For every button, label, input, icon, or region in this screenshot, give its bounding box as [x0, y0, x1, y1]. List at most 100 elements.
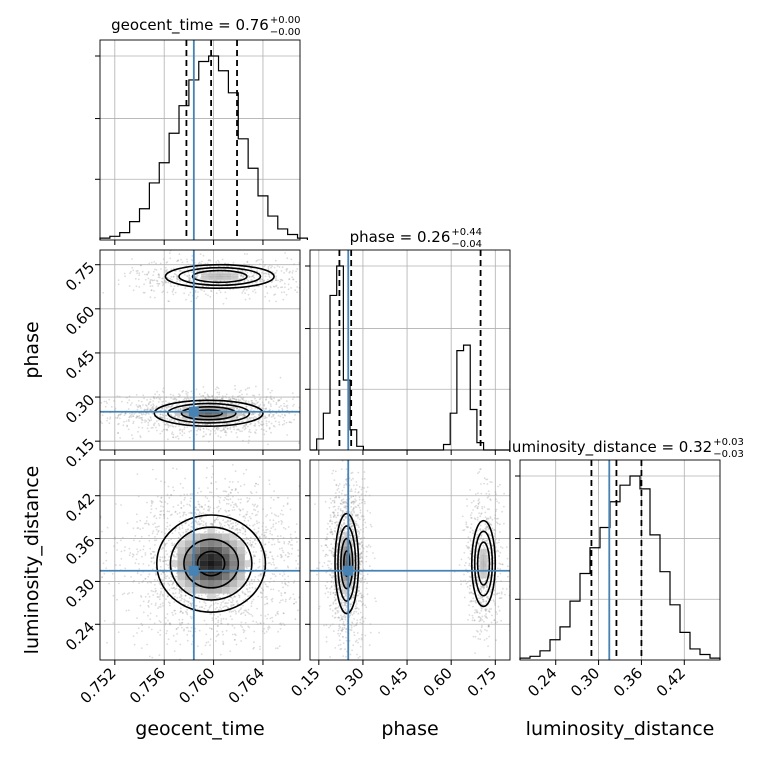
sample-point [181, 261, 184, 264]
sample-point [175, 408, 178, 411]
sample-point [226, 519, 229, 522]
sample-point [144, 522, 146, 525]
sample-point [183, 598, 186, 601]
sample-point [195, 508, 198, 511]
sample-point [173, 543, 176, 545]
sample-point [261, 424, 263, 426]
sample-point [284, 554, 287, 557]
sample-point [345, 493, 348, 496]
sample-point [223, 427, 225, 429]
sample-point [334, 527, 337, 530]
sample-point [340, 603, 343, 606]
sample-point [166, 428, 169, 431]
sample-point [199, 428, 202, 431]
sample-point [232, 495, 234, 498]
sample-point [334, 599, 337, 601]
sample-point [188, 276, 191, 279]
sample-point [219, 606, 221, 609]
sample-point [113, 537, 116, 540]
sample-point [119, 413, 122, 416]
sample-point [161, 408, 164, 410]
sample-point [270, 527, 273, 529]
sample-point [177, 396, 180, 398]
sample-point [283, 291, 286, 293]
y-tick-label: 0.45 [62, 347, 98, 383]
sample-point [155, 478, 158, 480]
sample-point [265, 550, 267, 553]
sample-point [274, 575, 277, 577]
density-cell [214, 546, 223, 554]
sample-point [248, 587, 251, 589]
sample-point [137, 550, 140, 553]
sample-point [251, 399, 253, 402]
sample-point [249, 544, 252, 547]
sample-point [165, 396, 168, 399]
sample-point [129, 272, 131, 275]
sample-point [296, 286, 299, 288]
sample-point [174, 592, 177, 594]
sample-point [171, 583, 174, 586]
sample-point [164, 481, 166, 484]
sample-point [259, 397, 262, 400]
sample-point [147, 424, 150, 426]
sample-point [250, 422, 252, 425]
sample-point [189, 277, 192, 280]
sample-point [256, 273, 258, 276]
sample-point [223, 429, 226, 431]
sample-point [160, 587, 162, 590]
sample-point [197, 262, 200, 265]
sample-point [216, 428, 219, 431]
sample-point [279, 623, 281, 625]
sample-point [165, 406, 168, 408]
sample-point [305, 582, 307, 584]
sample-point [265, 595, 268, 598]
sample-point [90, 293, 92, 295]
sample-point [243, 483, 246, 486]
sample-point [200, 435, 202, 437]
sample-point [111, 573, 114, 575]
sample-point [175, 398, 178, 401]
sample-point [277, 286, 279, 289]
sample-point [190, 626, 193, 629]
sample-point [114, 409, 116, 412]
sample-point [222, 302, 225, 305]
sample-point [261, 549, 263, 551]
sample-point [137, 627, 140, 630]
sample-point [269, 408, 271, 411]
density-cell [199, 560, 208, 567]
sample-point [232, 599, 234, 602]
sample-point [217, 265, 220, 267]
sample-point [161, 580, 163, 582]
sample-point [211, 395, 214, 397]
sample-point [202, 431, 205, 433]
sample-point [283, 414, 286, 416]
sample-point [164, 543, 167, 545]
sample-point [267, 401, 270, 403]
sample-point [159, 621, 162, 624]
sample-point [187, 422, 190, 425]
sample-point [185, 390, 188, 393]
sample-point [211, 617, 214, 620]
sample-point [203, 290, 206, 293]
sample-point [225, 297, 228, 300]
sample-point [239, 399, 242, 401]
sample-point [159, 593, 162, 596]
sample-point [192, 661, 194, 663]
sample-point [188, 503, 191, 506]
density-cell [204, 414, 213, 416]
sample-point [267, 443, 269, 446]
sample-point [224, 477, 227, 480]
sample-point [251, 283, 254, 285]
sample-point [187, 604, 190, 606]
density-cell [222, 586, 230, 594]
sample-point [210, 604, 213, 607]
sample-point [273, 413, 275, 416]
sample-point [234, 609, 236, 612]
sample-point [231, 489, 233, 491]
sample-point [212, 473, 215, 475]
sample-point [142, 580, 145, 582]
sample-point [169, 252, 171, 255]
sample-point [203, 528, 205, 530]
sample-point [154, 536, 156, 538]
sample-point [276, 647, 279, 650]
